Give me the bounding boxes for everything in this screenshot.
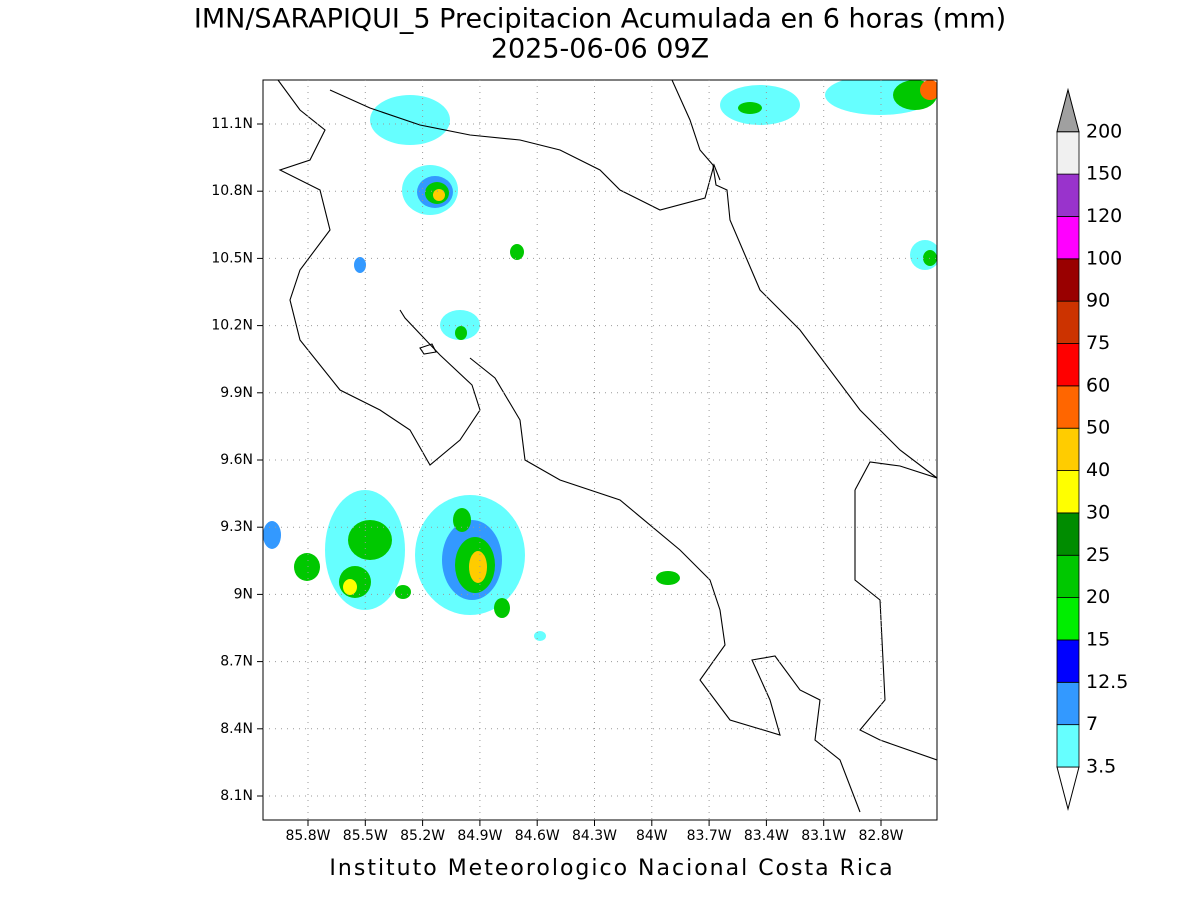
colorbar-box xyxy=(1056,427,1080,471)
coastlines xyxy=(277,80,937,813)
lat-label: 8.7N xyxy=(220,654,253,670)
lat-label: 10.5N xyxy=(211,250,253,266)
lon-label: 82.8W xyxy=(858,828,903,844)
colorbar-box xyxy=(1056,639,1080,683)
colorbar-label: 3.5 xyxy=(1086,756,1116,778)
lon-label: 83.7W xyxy=(687,828,732,844)
lon-label: 83.1W xyxy=(801,828,846,844)
lat-label: 8.1N xyxy=(220,788,253,804)
lon-label: 83.4W xyxy=(744,828,789,844)
lat-label: 9.9N xyxy=(220,385,253,401)
colorbar-label: 100 xyxy=(1086,247,1122,269)
lon-label: 85.5W xyxy=(343,828,388,844)
colorbar-box xyxy=(1056,385,1080,429)
colorbar-label: 15 xyxy=(1086,628,1110,650)
lat-label: 10.2N xyxy=(211,318,253,334)
colorbar-box xyxy=(1056,681,1080,726)
colorbar-label: 200 xyxy=(1086,120,1122,142)
lat-label: 10.8N xyxy=(211,183,253,199)
colorbar-box xyxy=(1056,554,1080,598)
colorbar-box xyxy=(1056,512,1080,556)
colorbar-label: 120 xyxy=(1086,205,1122,227)
colorbar-label: 40 xyxy=(1086,459,1110,481)
colorbar-box xyxy=(1056,470,1080,514)
colorbar-label: 12.5 xyxy=(1086,671,1128,693)
lat-label: 11.1N xyxy=(211,116,253,132)
lon-label: 84.6W xyxy=(515,828,560,844)
title: IMN/SARAPIQUI_5 Precipitacion Acumulada … xyxy=(194,4,1006,35)
colorbar-above xyxy=(1056,87,1080,133)
colorbar-label: 90 xyxy=(1086,290,1110,312)
colorbar-box xyxy=(1056,300,1080,344)
lon-label: 84.3W xyxy=(572,828,617,844)
lon-label: 85.2W xyxy=(400,828,445,844)
footer: Instituto Meteorologico Nacional Costa R… xyxy=(329,856,894,881)
subtitle: 2025-06-06 09Z xyxy=(491,34,709,65)
lon-label: 85.8W xyxy=(285,828,330,844)
colorbar-box xyxy=(1056,597,1080,641)
colorbar-label: 50 xyxy=(1086,417,1110,439)
colorbar-box xyxy=(1056,724,1080,768)
colorbar-label: 25 xyxy=(1086,544,1110,566)
colorbar-label: 20 xyxy=(1086,586,1110,608)
colorbar-label: 150 xyxy=(1086,163,1122,185)
colorbar-box xyxy=(1056,343,1080,387)
colorbar-label: 7 xyxy=(1086,713,1098,735)
colorbar-label: 60 xyxy=(1086,374,1110,396)
lon-label: 84W xyxy=(636,828,668,844)
colorbar-box xyxy=(1056,258,1080,302)
lat-label: 9.6N xyxy=(220,452,253,468)
lat-label: 9N xyxy=(234,586,253,602)
colorbar-box xyxy=(1056,173,1080,217)
map-frame xyxy=(262,79,938,821)
lat-label: 9.3N xyxy=(220,519,253,535)
colorbar-label: 30 xyxy=(1086,501,1110,523)
colorbar-box xyxy=(1056,216,1080,260)
lat-label: 8.4N xyxy=(220,721,253,737)
lon-label: 84.9W xyxy=(457,828,502,844)
colorbar-below xyxy=(1056,766,1080,811)
precipitation-field xyxy=(263,80,937,641)
colorbar-label: 75 xyxy=(1086,332,1110,354)
colorbar-box xyxy=(1056,131,1080,175)
